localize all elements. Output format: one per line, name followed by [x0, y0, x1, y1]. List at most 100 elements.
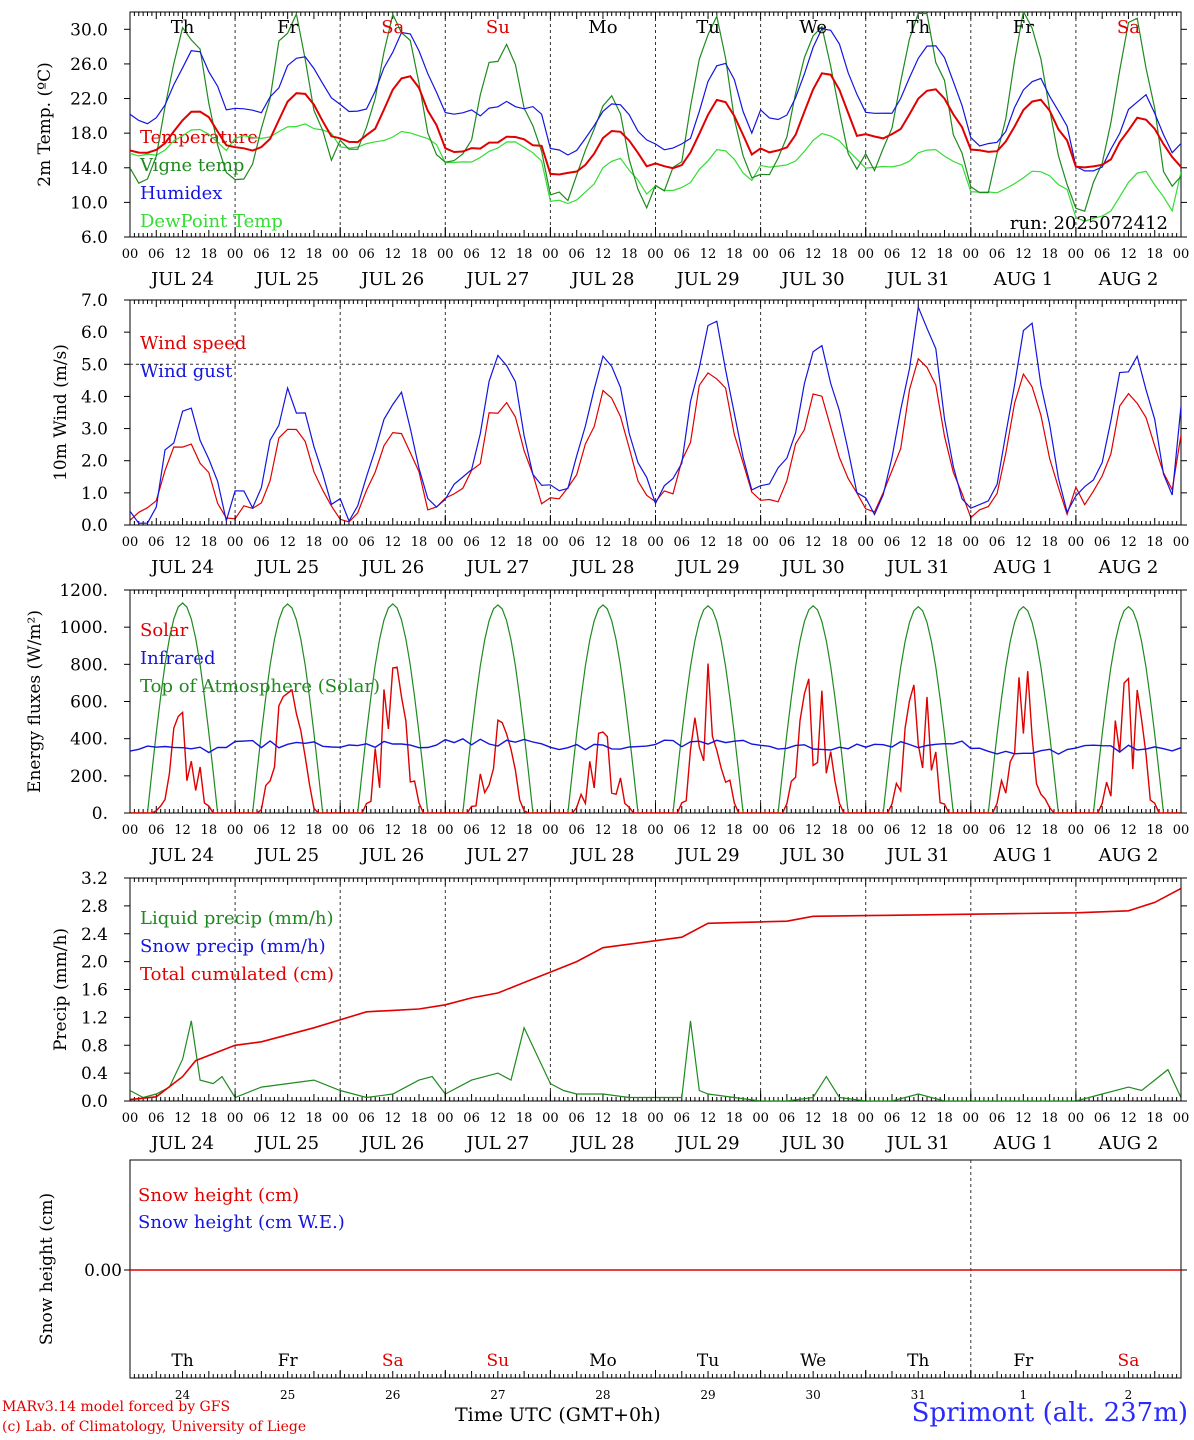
date-number-label: 30 — [806, 1388, 821, 1402]
hour-tick-label: 18 — [201, 823, 218, 838]
series-layer — [130, 12, 1181, 222]
hour-tick-label: 18 — [726, 535, 743, 550]
date-label: JUL 27 — [464, 845, 529, 866]
series-layer — [130, 887, 1181, 1101]
hour-tick-label: 18 — [621, 247, 638, 262]
date-label: JUL 27 — [464, 1133, 529, 1154]
hour-tick-label: 06 — [358, 823, 375, 838]
hour-tick-label: 18 — [201, 247, 218, 262]
hour-tick-label: 00 — [437, 823, 454, 838]
run-label: run: 2025072412 — [1010, 213, 1168, 234]
hour-tick-label: 06 — [463, 823, 480, 838]
date-label: JUL 25 — [254, 845, 319, 866]
y-tick-label: 200. — [70, 767, 108, 787]
series-humidex — [130, 28, 1181, 172]
panel-frame — [129, 11, 1182, 238]
hour-tick-label: 06 — [463, 1111, 480, 1126]
hour-tick-label: 00 — [963, 1111, 980, 1126]
hour-tick-label: 00 — [542, 1111, 559, 1126]
date-label: JUL 28 — [569, 1133, 634, 1154]
y-tick-label: 400. — [70, 730, 108, 750]
hour-tick-label: 06 — [884, 1111, 901, 1126]
hour-tick-label: 12 — [384, 247, 401, 262]
weekday-label: Su — [486, 17, 510, 38]
y-tick-label: 22.0 — [70, 90, 108, 110]
date-label: JUL 28 — [569, 845, 634, 866]
y-tick-label: 5.0 — [81, 355, 108, 375]
legend-entry: Temperature — [140, 127, 258, 148]
panel-3: Energy fluxes (W/m²) 0. 200. 400. 600. 800. 10… — [25, 581, 1189, 866]
date-label: JUL 24 — [149, 269, 214, 290]
date-label: JUL 25 — [254, 557, 319, 578]
hour-tick-label: 06 — [463, 535, 480, 550]
legend-entry: Vigne temp — [139, 155, 244, 176]
hour-tick-label: 18 — [201, 1111, 218, 1126]
series-layer — [130, 304, 1181, 524]
panel-2: 10m Wind (m/s) 0.0 1.0 2.0 3.0 4.0 5.0 6.0 7.0 00… — [51, 291, 1189, 578]
hour-tick-label: 18 — [411, 535, 428, 550]
hour-tick-label: 00 — [227, 535, 244, 550]
y-tick-label: 0.4 — [81, 1064, 108, 1084]
hour-tick-label: 12 — [384, 823, 401, 838]
date-number-label: 2 — [1125, 1388, 1133, 1402]
hour-tick-label: 00 — [857, 247, 874, 262]
hour-tick-label: 06 — [568, 247, 585, 262]
date-label: AUG 1 — [992, 845, 1053, 866]
hour-tick-label: 12 — [595, 247, 612, 262]
legend-entry: Infrared — [140, 648, 215, 669]
y-tick-label: 7.0 — [81, 291, 108, 311]
date-label: JUL 29 — [675, 1133, 740, 1154]
hour-tick-label: 06 — [358, 1111, 375, 1126]
y-tick-label: 1.0 — [81, 484, 108, 504]
hour-tick-label: 18 — [1041, 823, 1058, 838]
date-label: AUG 2 — [1098, 269, 1159, 290]
hour-tick-label: 06 — [148, 1111, 165, 1126]
credits-lab: (c) Lab. of Climatology, University of L… — [2, 1419, 307, 1435]
weekday-label: Fr — [1013, 17, 1034, 38]
hour-tick-label: 00 — [1173, 535, 1190, 550]
date-label: JUL 30 — [780, 1133, 845, 1154]
hour-tick-label: 12 — [279, 1111, 296, 1126]
panel-frame — [129, 589, 1182, 814]
weekday-label: Fr — [277, 17, 298, 38]
hour-tick-label: 06 — [1094, 535, 1111, 550]
legend-entry: Humidex — [140, 183, 222, 204]
hour-tick-label: 00 — [437, 535, 454, 550]
hour-tick-label: 12 — [595, 1111, 612, 1126]
date-label: JUL 31 — [885, 269, 950, 290]
legend-entry: Top of Atmosphere (Solar) — [140, 676, 380, 697]
hour-tick-label: 18 — [1041, 247, 1058, 262]
date-label: JUL 30 — [780, 557, 845, 578]
hour-tick-label: 12 — [910, 535, 927, 550]
y-axis-label: Energy fluxes (W/m²) — [25, 610, 45, 793]
hour-tick-label: 12 — [174, 535, 191, 550]
hour-tick-label: 18 — [306, 1111, 323, 1126]
hour-tick-label: 00 — [647, 823, 664, 838]
date-number-label: 24 — [175, 1388, 191, 1402]
y-axis-label: 10m Wind (m/s) — [51, 344, 71, 481]
hour-tick-label: 00 — [122, 1111, 139, 1126]
hour-tick-label: 18 — [1146, 535, 1163, 550]
series-temperature — [130, 72, 1181, 176]
hour-tick-label: 00 — [963, 535, 980, 550]
hour-tick-label: 06 — [884, 247, 901, 262]
hour-tick-label: 18 — [1041, 1111, 1058, 1126]
y-tick-label: 0.0 — [81, 1092, 108, 1112]
hour-tick-label: 18 — [306, 823, 323, 838]
hour-tick-label: 06 — [568, 823, 585, 838]
series-infrared — [130, 738, 1181, 755]
hour-tick-label: 12 — [700, 535, 717, 550]
date-label: JUL 24 — [149, 557, 214, 578]
hour-tick-label: 18 — [516, 247, 533, 262]
hour-tick-label: 18 — [936, 823, 953, 838]
hour-tick-label: 06 — [148, 535, 165, 550]
hour-tick-label: 12 — [384, 535, 401, 550]
hour-tick-label: 12 — [174, 1111, 191, 1126]
x-axis-title: Time UTC (GMT+0h) — [455, 1404, 661, 1426]
hour-tick-label: 00 — [752, 823, 769, 838]
hour-tick-label: 00 — [647, 535, 664, 550]
hour-tick-label: 18 — [516, 823, 533, 838]
date-number-label: 25 — [280, 1388, 295, 1402]
hour-tick-label: 06 — [253, 247, 270, 262]
